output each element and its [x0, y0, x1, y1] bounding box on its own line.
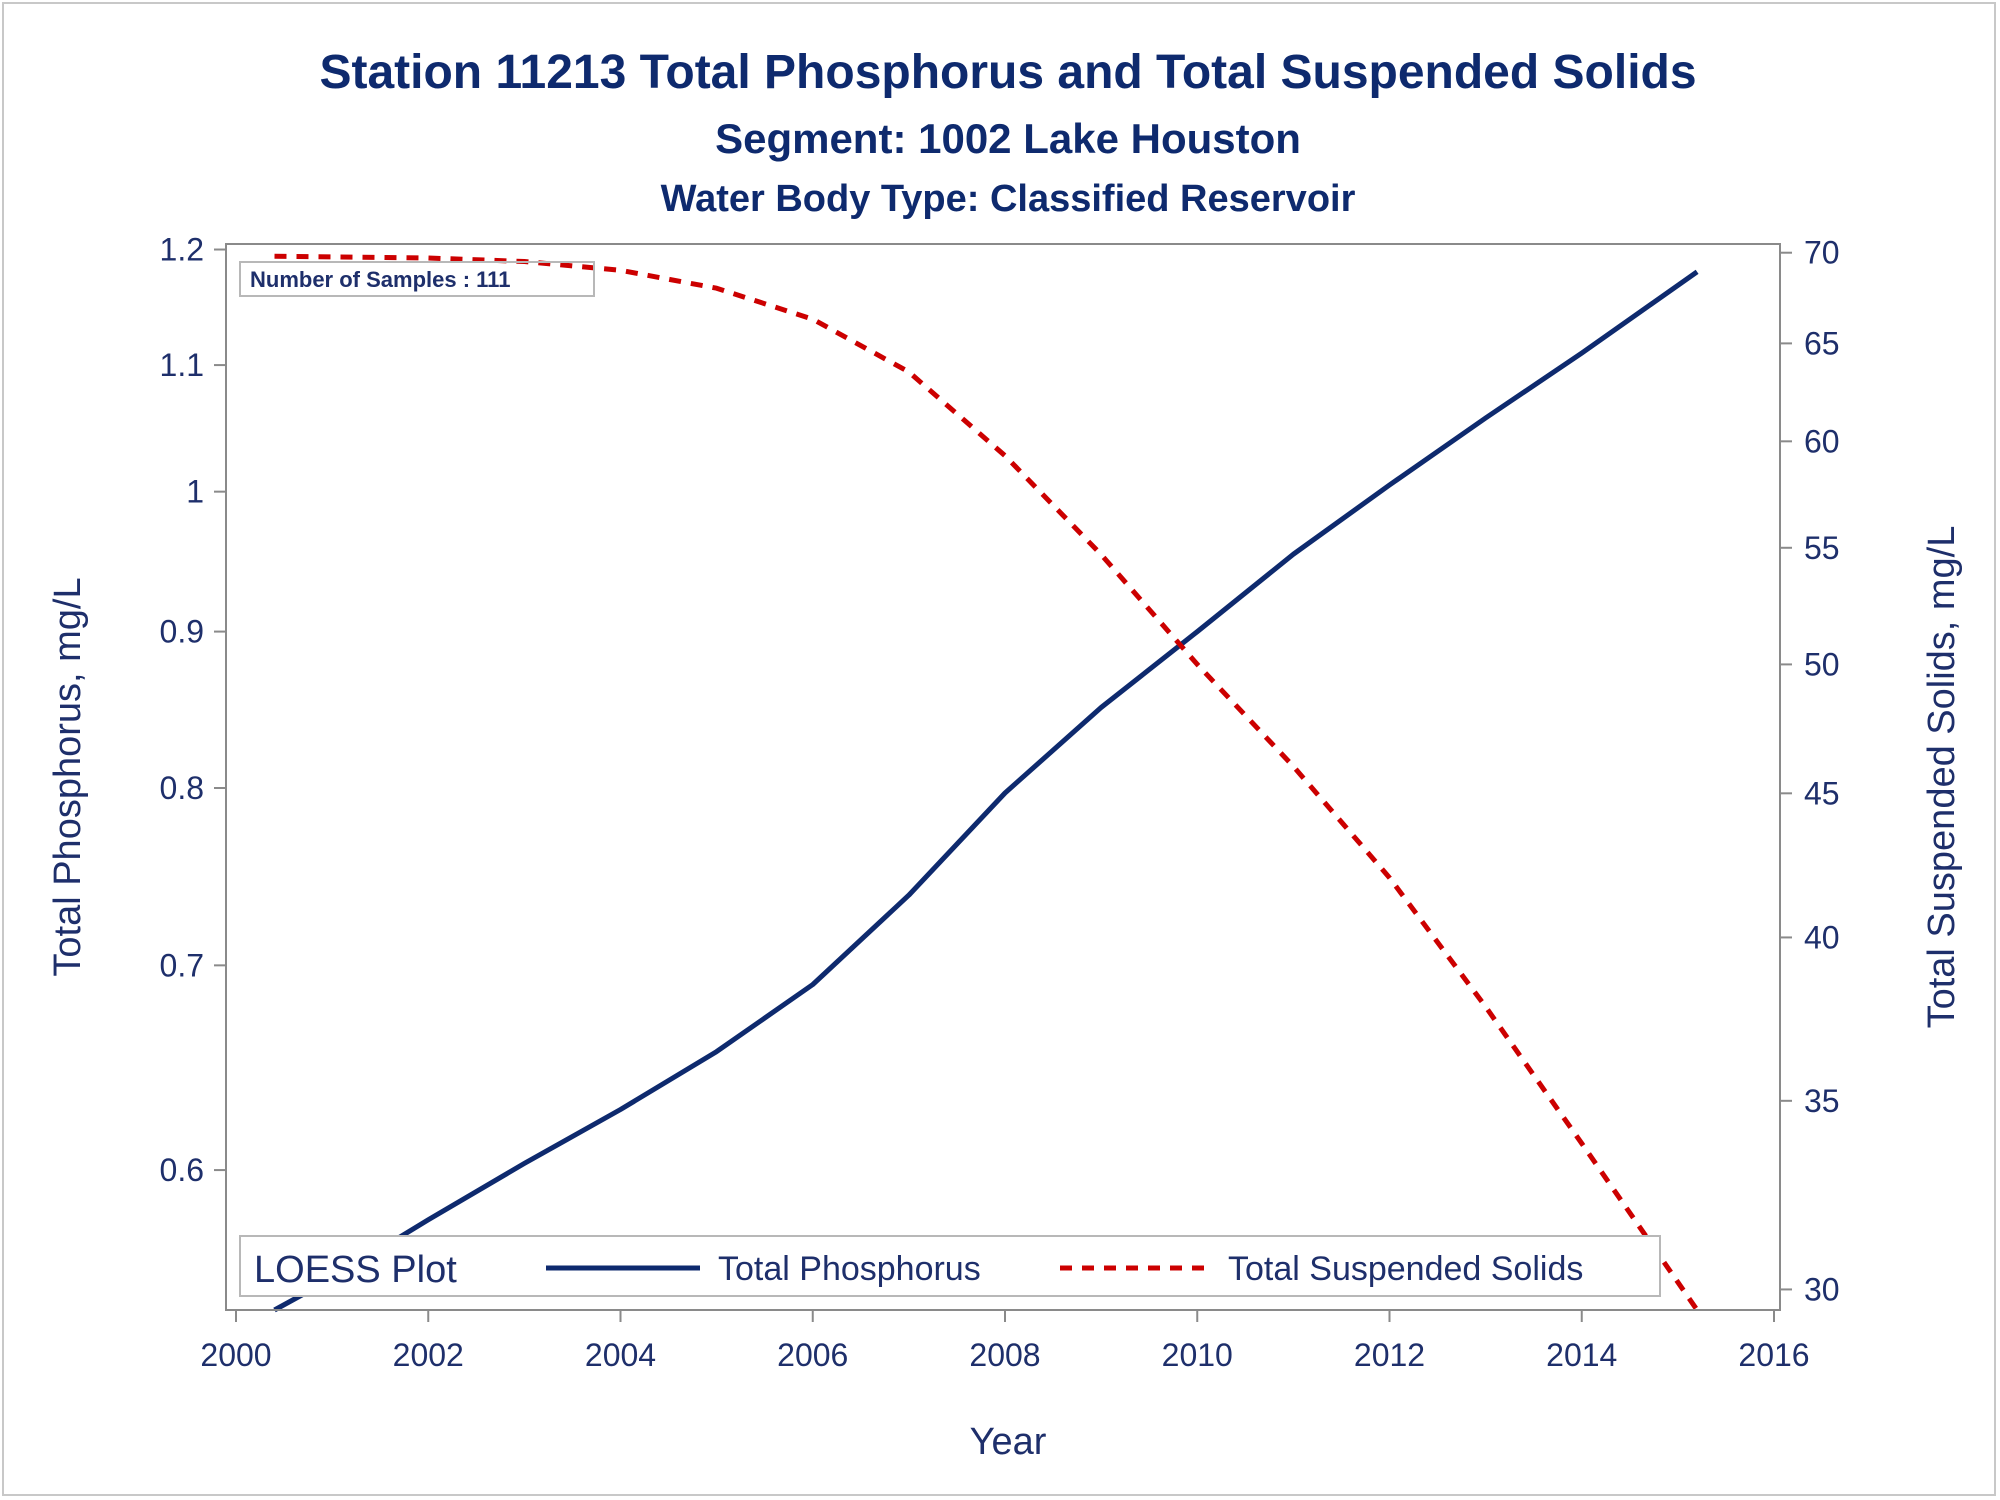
y-left-tick-label-0.7: 0.7 [160, 947, 204, 983]
series-layer [273, 253, 1700, 1313]
x-tick-label-2014: 2014 [1546, 1337, 1617, 1373]
legend-label-total-phosphorus: Total Phosphorus [718, 1250, 981, 1288]
y-left-tick-label-1.1: 1.1 [160, 347, 204, 383]
y-right-tick-label-45: 45 [1804, 775, 1840, 811]
y-left-tick-label-1.2: 1.2 [160, 232, 204, 268]
y-right-tick-label-35: 35 [1804, 1083, 1840, 1119]
plot-area-border [225, 243, 1781, 1311]
axes-layer: 2000 2002 2004 2006 2008 2010 2012 2014 2016 0.6 0… [160, 232, 1840, 1373]
x-tick-label-2002: 2002 [393, 1337, 464, 1373]
y-axis-label-right: Total Suspended Solids, mg/L [1921, 526, 1963, 1029]
y-right-tick-label-30: 30 [1804, 1271, 1840, 1307]
sample-count-text: Number of Samples : 111 [250, 267, 510, 292]
legend-label-total-suspended-solids: Total Suspended Solids [1228, 1250, 1583, 1288]
y-right-tick-label-65: 65 [1804, 325, 1840, 361]
y-right-tick-label-70: 70 [1804, 235, 1840, 271]
x-tick-label-2016: 2016 [1738, 1337, 1809, 1373]
y-axis-label-left: Total Phosphorus, mg/L [47, 577, 89, 976]
sample-count-box [239, 261, 595, 297]
series-line-total-phosphorus [273, 269, 1699, 1313]
x-tick-label-2012: 2012 [1354, 1337, 1425, 1373]
y-right-tick-label-60: 60 [1804, 423, 1840, 459]
y-left-tick-label-0.9: 0.9 [160, 614, 204, 650]
y-left-tick-label-0.8: 0.8 [160, 770, 204, 806]
chart-svg: Station 11213 Total Phosphorus and Total… [47, 46, 1963, 1463]
y-left-tick-label-0.6: 0.6 [160, 1152, 204, 1188]
legend-box [239, 1235, 1661, 1297]
legend-title: LOESS Plot [254, 1249, 457, 1291]
x-axis-label: Year [970, 1421, 1047, 1463]
chart-title: Station 11213 Total Phosphorus and Total… [319, 46, 1696, 99]
chart-subtitle-2: Water Body Type: Classified Reservoir [661, 178, 1356, 220]
series-line-total-suspended-solids [274, 253, 1700, 1312]
sample-count-inset: Number of Samples : 111 [239, 261, 595, 297]
x-tick-label-2006: 2006 [777, 1337, 848, 1373]
chart-subtitle: Segment: 1002 Lake Houston [715, 115, 1301, 162]
y-right-tick-label-50: 50 [1804, 646, 1840, 682]
y-right-tick-label-55: 55 [1804, 530, 1840, 566]
y-right-tick-label-40: 40 [1804, 919, 1840, 955]
y-left-tick-label-1: 1 [186, 474, 204, 510]
legend: LOESS Plot Total Phosphorus Total Suspen… [239, 1235, 1661, 1297]
x-tick-label-2008: 2008 [969, 1337, 1040, 1373]
x-tick-label-2000: 2000 [200, 1337, 271, 1373]
x-tick-label-2004: 2004 [585, 1337, 656, 1373]
x-tick-label-2010: 2010 [1162, 1337, 1233, 1373]
